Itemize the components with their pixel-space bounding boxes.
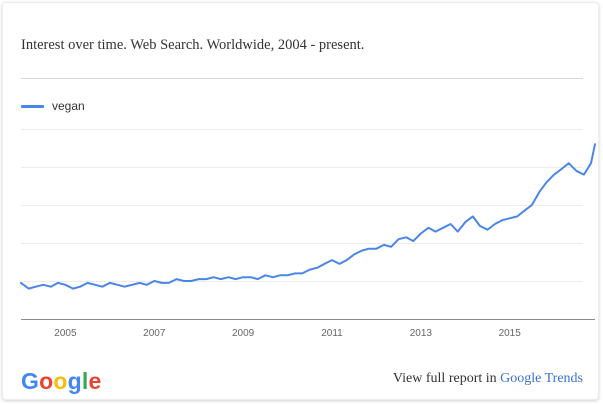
google-logo-letter: g (68, 368, 82, 394)
x-tick-label: 2005 (54, 328, 77, 339)
google-logo-letter: o (53, 368, 67, 394)
x-tick-label: 2013 (410, 328, 433, 339)
x-tick-label: 2009 (232, 328, 255, 339)
x-tick-label: 2007 (143, 328, 166, 339)
series-line-vegan (21, 144, 595, 288)
footer-text: View full report in (393, 371, 497, 386)
x-tick-label: 2015 (499, 328, 522, 339)
footer-report: View full report in Google Trends (393, 371, 583, 387)
google-logo[interactable]: Google (21, 368, 101, 394)
google-logo-letter: o (39, 368, 53, 394)
google-logo-letter: e (88, 368, 101, 394)
x-tick-label: 2011 (321, 328, 343, 339)
google-trends-link[interactable]: Google Trends (500, 371, 583, 386)
google-logo-letter: G (21, 368, 39, 394)
